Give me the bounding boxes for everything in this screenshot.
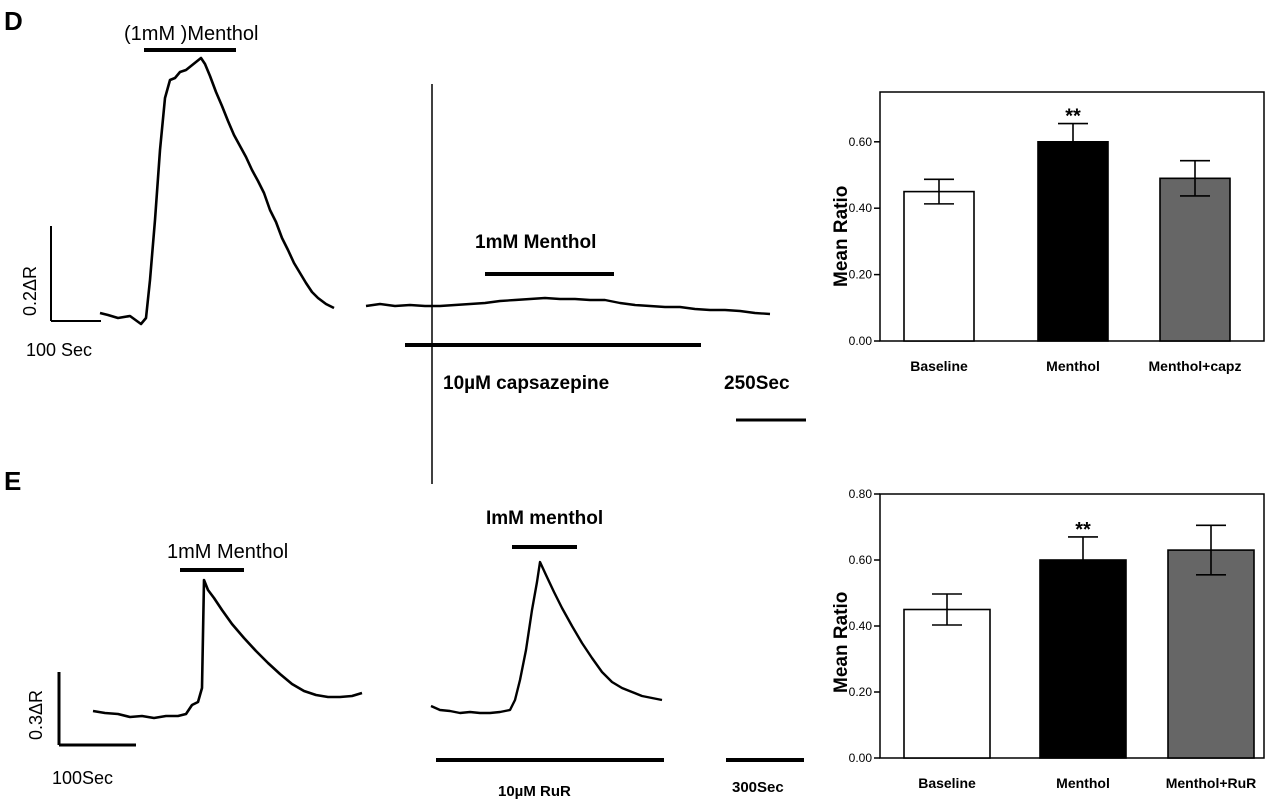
significance-marker: ** xyxy=(1065,106,1081,128)
bar-baseline xyxy=(903,608,991,759)
bar-menthol xyxy=(1037,141,1109,342)
category-label: Baseline xyxy=(918,775,976,791)
y-axis-title: Mean Ratio xyxy=(831,592,852,693)
stimulus-label: (1mM )Menthol xyxy=(124,23,258,45)
category-label: Baseline xyxy=(910,358,968,374)
scale-label-y: 0.3ΔR xyxy=(26,690,46,740)
scale-label-y: 0.2ΔR xyxy=(20,266,40,316)
bar-menthol-capz xyxy=(1159,177,1231,342)
scale-label-x: 300Sec xyxy=(732,779,784,796)
stimulus-label: 1mM Menthol xyxy=(475,232,596,253)
bar-menthol xyxy=(1039,559,1127,759)
y-tick-label: 0.00 xyxy=(849,751,873,765)
panel-d-trace-left: (1mM )Menthol 0.2ΔR 100 Sec xyxy=(20,23,335,360)
panel-d-bar-chart: Mean Ratio 0.00 0.20 0.40 0.60 Baseline Menth… xyxy=(831,91,1265,374)
y-tick-label: 0.60 xyxy=(849,135,873,149)
y-tick-label: 0.00 xyxy=(849,334,873,348)
panel-e-trace-left: 1mM Menthol 0.3ΔR 100Sec xyxy=(26,541,363,788)
y-tick-label: 0.20 xyxy=(849,268,873,282)
y-tick-label: 0.60 xyxy=(849,553,873,567)
scale-label-x: 100 Sec xyxy=(26,340,92,360)
category-label: Menthol+capz xyxy=(1149,358,1242,374)
calcium-trace xyxy=(430,560,663,715)
significance-marker: ** xyxy=(1075,519,1091,541)
y-axis-title: Mean Ratio xyxy=(831,186,852,287)
treatment-label: 10µM capsazepine xyxy=(443,373,609,394)
calcium-trace xyxy=(365,296,771,316)
calcium-trace xyxy=(92,578,363,720)
y-tick-label: 0.40 xyxy=(849,619,873,633)
treatment-label: 10µM RuR xyxy=(498,783,571,800)
category-label: Menthol xyxy=(1056,775,1110,791)
scale-label-x: 100Sec xyxy=(52,768,113,788)
stimulus-label: ImM menthol xyxy=(486,508,603,529)
category-label: Menthol+RuR xyxy=(1166,775,1257,791)
bar-baseline xyxy=(903,190,975,342)
panel-letter-e: E xyxy=(4,466,21,496)
panel-e-bar-chart: Mean Ratio 0.00 0.20 0.40 0.60 0.80 Baseline M… xyxy=(831,487,1265,791)
calcium-trace xyxy=(99,56,335,326)
bar-menthol-rur xyxy=(1167,549,1255,759)
y-tick-label: 0.20 xyxy=(849,685,873,699)
scale-label-x: 250Sec xyxy=(724,373,790,394)
y-tick-label: 0.80 xyxy=(849,487,873,501)
y-tick-label: 0.40 xyxy=(849,201,873,215)
panel-d-trace-right: 1mM Menthol 10µM capsazepine 250Sec xyxy=(365,232,806,422)
stimulus-label: 1mM Menthol xyxy=(167,541,288,563)
panel-e-trace-right: ImM menthol 10µM RuR 300Sec xyxy=(430,508,804,800)
category-label: Menthol xyxy=(1046,358,1100,374)
panel-letter-d: D xyxy=(4,6,23,36)
